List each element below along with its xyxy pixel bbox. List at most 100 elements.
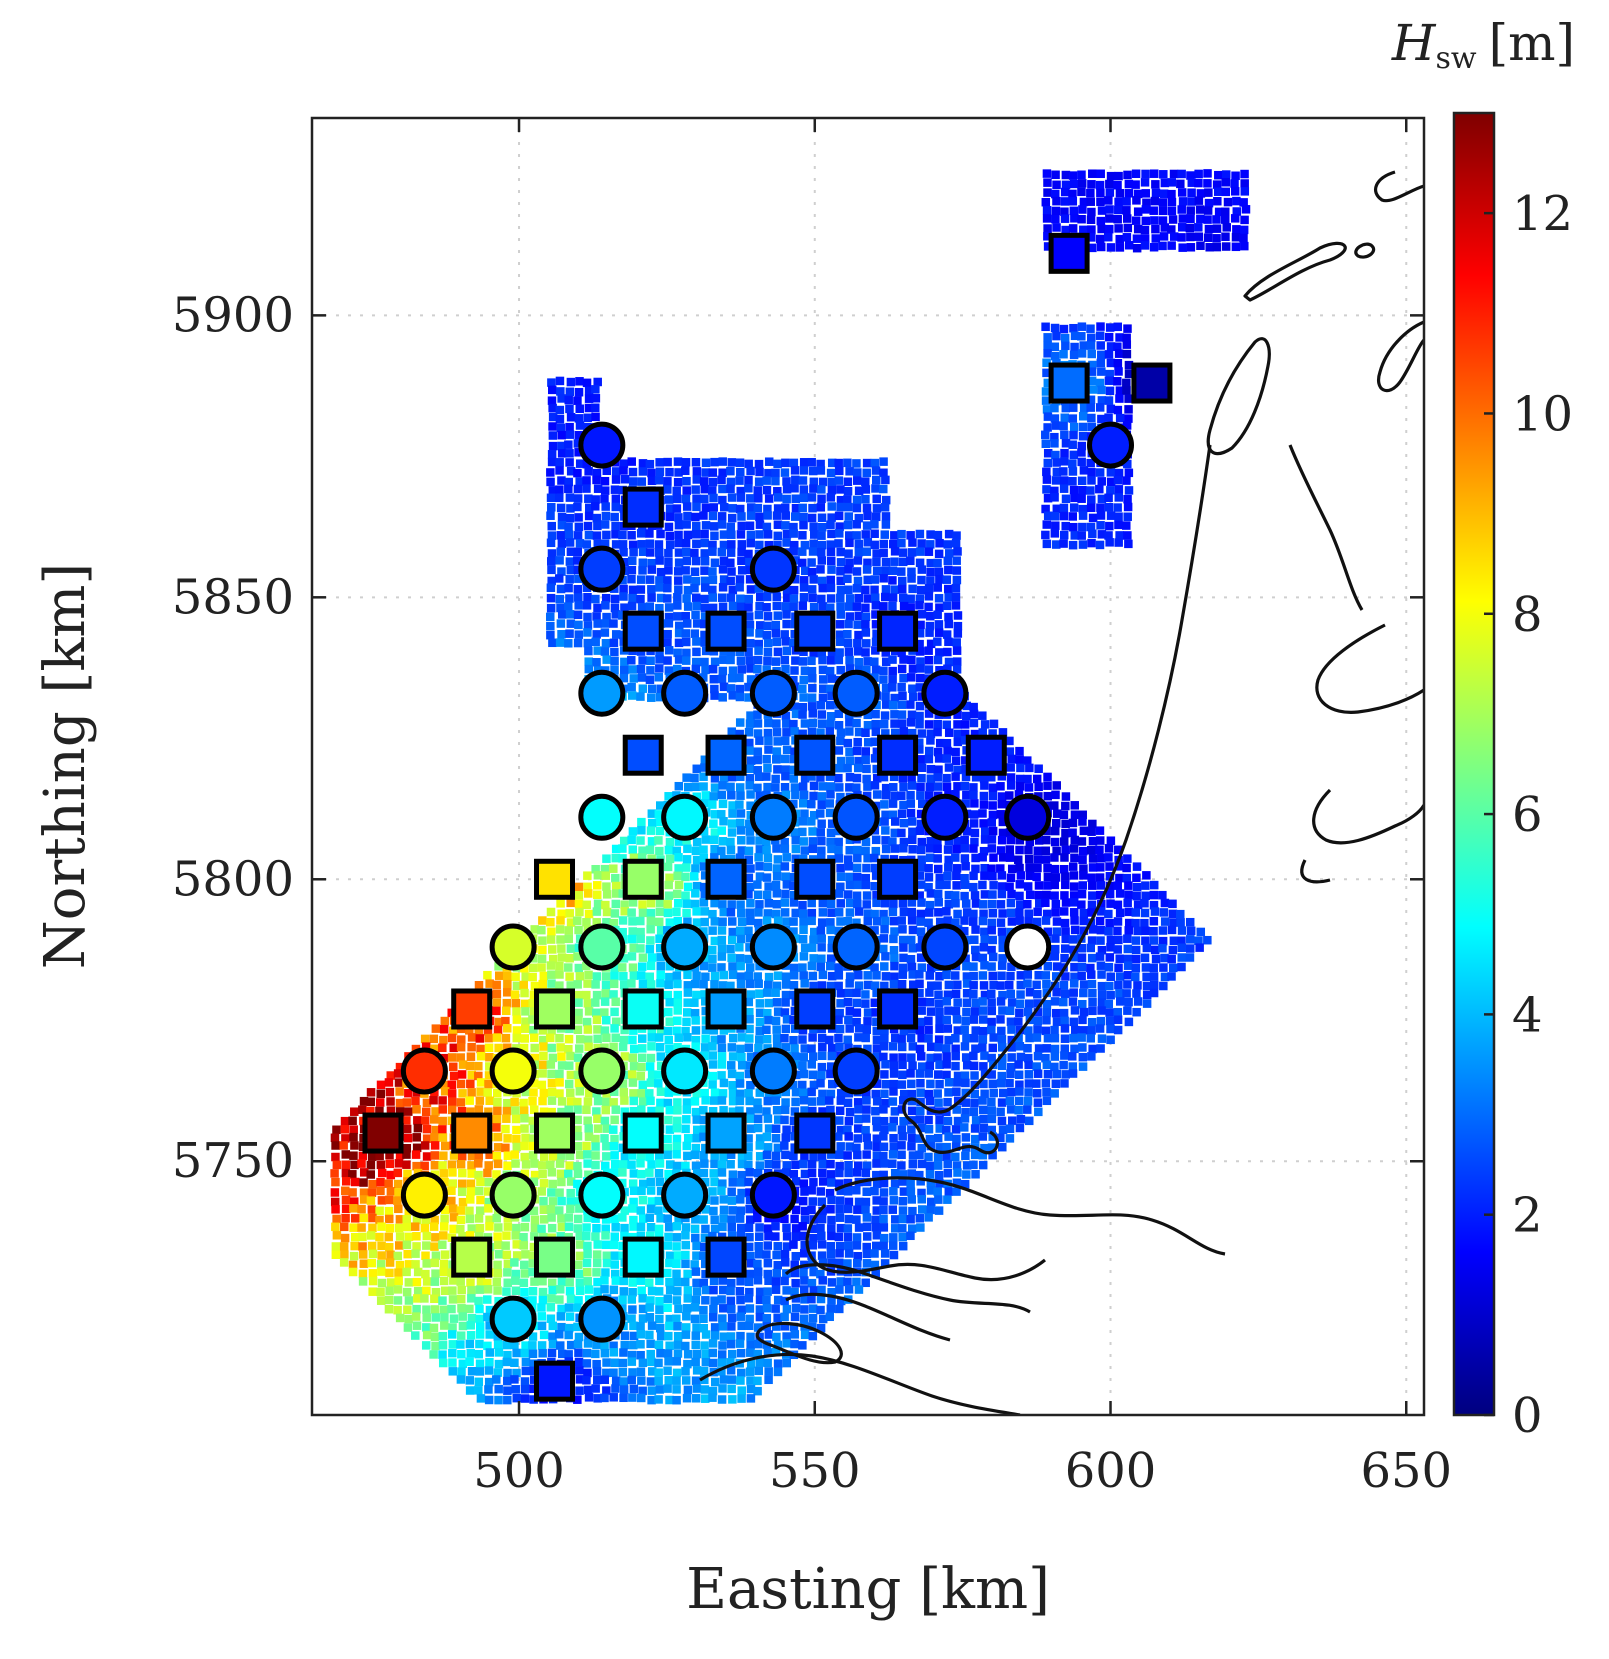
swath-sample	[1167, 241, 1176, 250]
swath-sample	[881, 1060, 890, 1069]
swath-sample	[1006, 763, 1015, 772]
swath-sample	[763, 909, 773, 918]
swath-sample	[574, 601, 583, 610]
swath-sample	[1096, 511, 1106, 520]
swath-sample	[664, 612, 674, 622]
swath-sample	[1068, 459, 1077, 468]
swath-sample	[456, 1053, 465, 1062]
swath-sample	[1078, 412, 1088, 421]
swath-sample	[655, 603, 664, 613]
swath-sample	[817, 648, 827, 658]
swath-sample	[593, 1096, 603, 1106]
swath-sample	[871, 601, 881, 610]
swath-sample	[826, 594, 836, 603]
swath-sample	[988, 890, 997, 899]
swath-sample	[1114, 980, 1123, 990]
swath-sample	[1051, 908, 1060, 917]
swath-sample	[618, 927, 627, 937]
swath-sample	[1069, 450, 1079, 460]
swath-sample	[673, 1006, 682, 1015]
swath-sample	[691, 1026, 701, 1035]
swath-sample	[593, 484, 603, 493]
swath-sample	[844, 1161, 853, 1170]
swath-sample	[889, 916, 899, 926]
swath-sample	[1034, 836, 1044, 845]
swath-sample	[556, 531, 566, 540]
swath-sample	[1087, 367, 1097, 376]
swath-sample	[1043, 349, 1052, 358]
swath-sample	[843, 738, 853, 748]
swath-sample	[791, 1160, 800, 1169]
swath-sample	[755, 1026, 765, 1036]
swath-sample	[844, 602, 854, 611]
swath-sample	[611, 873, 620, 883]
swath-sample	[817, 556, 827, 565]
swath-sample	[998, 882, 1007, 891]
swath-sample	[530, 1043, 539, 1053]
swath-sample	[1104, 376, 1114, 385]
swath-sample	[817, 594, 826, 604]
swath-sample	[952, 844, 961, 854]
swath-sample	[548, 441, 558, 451]
swath-sample	[1095, 845, 1104, 855]
swath-sample	[1051, 450, 1060, 460]
swath-sample	[520, 999, 530, 1009]
swath-sample	[881, 520, 891, 529]
swath-sample	[980, 827, 990, 836]
swath-sample	[672, 504, 682, 513]
swath-sample	[719, 970, 729, 980]
swath-sample	[826, 583, 836, 593]
swath-sample	[807, 1060, 816, 1069]
swath-sample	[863, 738, 873, 747]
swath-sample	[1104, 350, 1114, 359]
swath-sample	[582, 900, 591, 910]
swath-sample	[1122, 206, 1131, 215]
swath-sample	[638, 900, 647, 909]
swath-sample	[1042, 1044, 1052, 1053]
swath-sample	[646, 656, 655, 666]
swath-sample	[943, 916, 952, 925]
swath-sample	[674, 638, 684, 648]
swath-sample	[573, 1125, 582, 1135]
swath-sample	[926, 1007, 936, 1016]
swath-sample	[906, 954, 916, 964]
swath-sample	[745, 934, 755, 943]
swath-sample	[881, 1098, 890, 1108]
swath-sample	[700, 603, 710, 613]
swath-sample	[1221, 178, 1230, 187]
swath-sample	[854, 1114, 863, 1124]
swath-sample	[1114, 862, 1124, 871]
swath-sample	[564, 1044, 573, 1054]
swath-sample	[593, 1114, 602, 1123]
swath-sample	[854, 657, 863, 667]
swath-sample	[1132, 862, 1142, 871]
swath-sample	[917, 1033, 926, 1043]
swath-sample	[924, 547, 934, 556]
swath-sample	[331, 1152, 340, 1162]
swath-sample	[1113, 917, 1123, 926]
swath-sample	[943, 540, 953, 549]
swath-sample	[1043, 1069, 1053, 1079]
swath-sample	[870, 909, 879, 919]
swath-sample	[916, 755, 926, 764]
swath-sample	[825, 700, 835, 710]
swath-sample	[790, 512, 800, 521]
swath-sample	[438, 1096, 447, 1105]
swath-sample	[1052, 1017, 1062, 1027]
swath-sample	[943, 845, 953, 854]
swath-sample	[1212, 234, 1221, 243]
swath-sample	[1016, 782, 1025, 791]
swath-sample	[656, 1098, 665, 1108]
swath-sample	[817, 513, 827, 523]
swath-sample	[726, 466, 735, 476]
swath-sample	[916, 1078, 925, 1088]
swath-sample	[728, 666, 738, 675]
swath-sample	[908, 845, 917, 854]
swath-sample	[827, 844, 836, 854]
swath-sample	[654, 1070, 663, 1079]
swath-sample	[547, 1043, 556, 1053]
swath-sample	[565, 629, 574, 638]
swath-sample	[484, 1107, 493, 1116]
swath-sample	[530, 925, 539, 934]
swath-sample	[1149, 206, 1158, 215]
